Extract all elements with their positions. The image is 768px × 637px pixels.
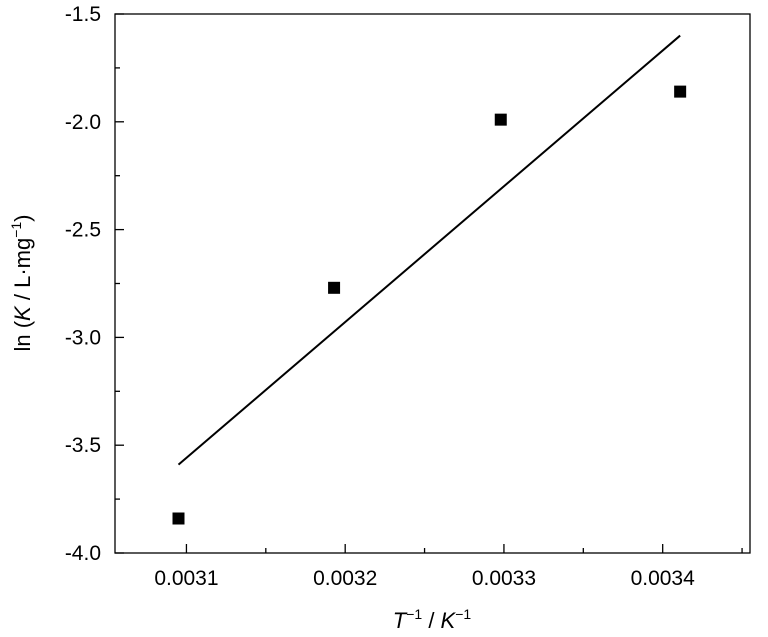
data-points bbox=[172, 85, 687, 525]
y-tick-label: -2.0 bbox=[65, 111, 101, 134]
plot-frame bbox=[114, 13, 751, 554]
y-axis-title-suffix: ) bbox=[10, 214, 35, 221]
data-point bbox=[172, 512, 185, 525]
x-axis-title: T−1 / K−1 bbox=[393, 606, 472, 633]
y-tick-label: -3.5 bbox=[65, 434, 101, 457]
x-axis-title-sep: / bbox=[422, 608, 440, 633]
data-point bbox=[494, 113, 507, 126]
x-axis-title-t: T bbox=[393, 608, 408, 633]
y-tick-label: -3.0 bbox=[65, 326, 101, 349]
x-axis-title-t-exp: −1 bbox=[406, 606, 422, 622]
data-point bbox=[328, 281, 341, 294]
x-tick-label: 0.0034 bbox=[631, 567, 696, 590]
y-tick-label: -4.0 bbox=[65, 542, 101, 565]
x-tick-label: 0.0032 bbox=[313, 567, 377, 590]
axis-ticks bbox=[115, 13, 743, 554]
fit-line bbox=[177, 34, 681, 466]
data-point bbox=[674, 85, 687, 98]
y-axis-title-unit: / L·mg bbox=[10, 238, 35, 306]
y-axis-title-k: K bbox=[10, 305, 35, 321]
y-axis-title: ln (K / L·mg−1) bbox=[8, 214, 35, 351]
x-axis-title-k-exp: −1 bbox=[455, 606, 471, 622]
x-axis-title-k: K bbox=[441, 608, 457, 633]
y-tick-label: -1.5 bbox=[65, 3, 101, 26]
y-axis-title-exp: −1 bbox=[8, 222, 24, 238]
x-tick-label: 0.0031 bbox=[154, 567, 218, 590]
x-tick-label: 0.0033 bbox=[472, 567, 536, 590]
fit-line-group bbox=[177, 34, 681, 466]
y-axis-title-prefix: ln ( bbox=[10, 320, 35, 351]
y-tick-label: -2.5 bbox=[65, 219, 101, 242]
axis-tick-labels: 0.0031 0.0032 0.0033 0.0034 -4.0 -3.5 -3.0 -2.5… bbox=[65, 3, 695, 590]
